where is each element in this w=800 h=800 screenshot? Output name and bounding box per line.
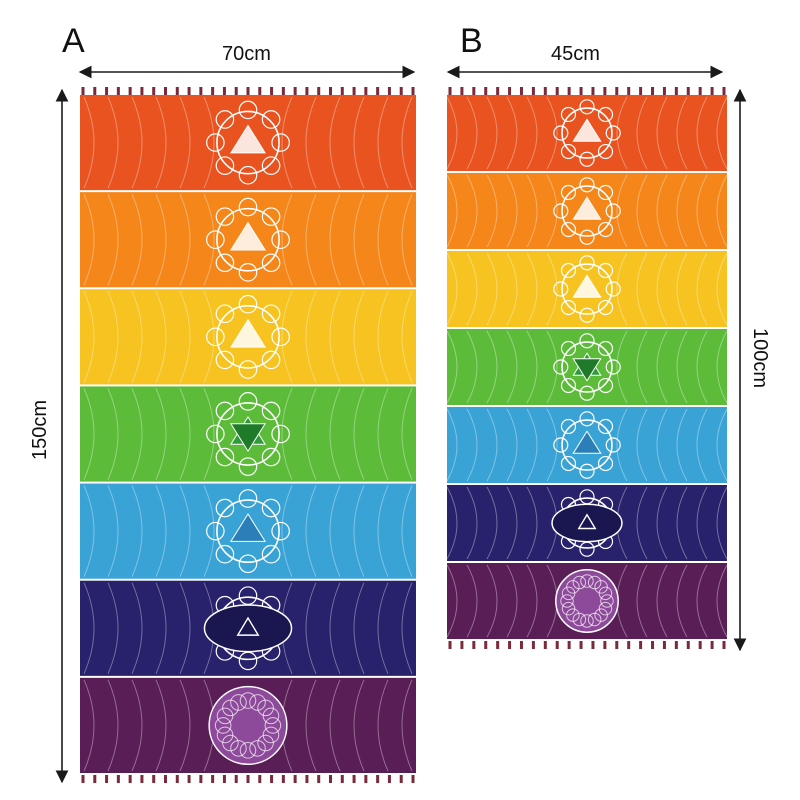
- towel-a-pattern-third-eye: [83, 582, 413, 675]
- panel-a-width-label: 70cm: [222, 43, 271, 65]
- towel-a: [80, 87, 416, 783]
- towel-a-symbol-solar-plexus: [206, 294, 290, 379]
- towel-b-symbol-third-eye: [551, 489, 623, 557]
- towel-a-symbol-heart: [206, 392, 290, 476]
- towel-a-pattern-throat: [83, 485, 413, 577]
- towel-b: [446, 87, 728, 649]
- towel-b-symbol-crown: [555, 569, 619, 633]
- towel-b-pattern-sacral: [446, 174, 728, 248]
- towel-b-pattern-third-eye: [446, 486, 728, 560]
- panel-b-label: B: [460, 22, 483, 60]
- towel-b-pattern-throat: [446, 408, 728, 482]
- towel-b-symbol-sacral: [553, 177, 621, 245]
- panel-b-width-label: 45cm: [551, 43, 600, 65]
- towel-b-symbol-solar-plexus: [553, 255, 621, 323]
- towel-a-pattern-sacral: [83, 193, 413, 286]
- towel-b-symbol-throat: [553, 411, 621, 479]
- panel-a-label: A: [62, 22, 85, 60]
- towel-a-pattern-solar-plexus: [83, 291, 413, 383]
- towel-a-pattern-root: [83, 96, 413, 189]
- towel-b-pattern-heart: [446, 330, 728, 404]
- towel-a-symbol-sacral: [206, 197, 290, 282]
- towel-b-symbol-root: [553, 99, 621, 167]
- towel-a-symbol-throat: [206, 489, 290, 574]
- towel-a-symbol-root: [206, 100, 290, 185]
- towel-b-pattern-solar-plexus: [446, 252, 728, 326]
- towel-a-symbol-third-eye: [203, 586, 293, 671]
- towel-a-symbol-crown: [208, 685, 288, 766]
- towel-a-pattern-heart: [83, 388, 413, 480]
- towel-b-symbol-heart: [553, 333, 621, 401]
- towel-b-pattern-root: [446, 96, 728, 170]
